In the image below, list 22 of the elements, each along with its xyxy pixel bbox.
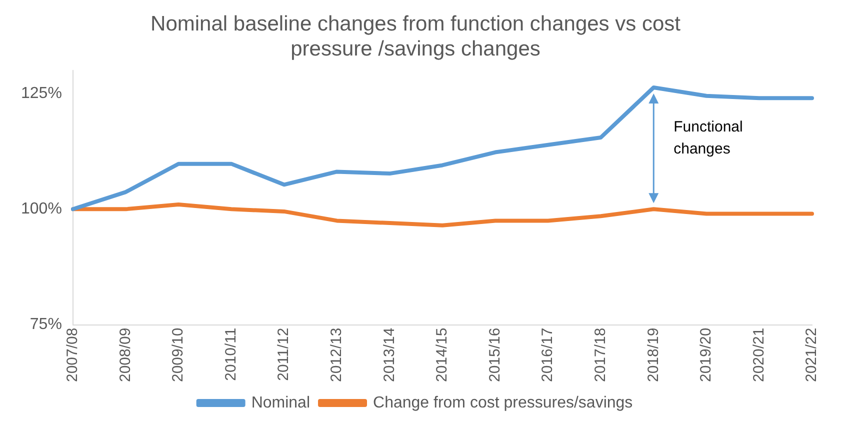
y-tick-label: 100% [21, 200, 62, 218]
x-tick-label: 2008/09 [116, 328, 134, 382]
x-tick-label: 2011/12 [275, 328, 292, 381]
x-tick-label: 2009/10 [170, 328, 187, 382]
x-tick-label: 2018/19 [644, 328, 662, 382]
y-tick-label: 75% [30, 316, 62, 334]
x-tick-label: 2020/21 [750, 328, 768, 382]
x-tick-label: 2012/13 [328, 328, 346, 382]
x-tick-label: 2014/15 [434, 328, 451, 382]
legend-label: Nominal [251, 394, 310, 412]
x-tick-label: 2013/14 [380, 328, 398, 382]
legend-label: Change from cost pressures/savings [373, 394, 633, 412]
x-tick-label: 2010/11 [222, 328, 240, 381]
x-tick-label: 2007/08 [64, 328, 82, 382]
annotation: Functional changes [674, 118, 743, 158]
x-tick-label: 2019/20 [698, 328, 715, 382]
x-tick-label: 2016/17 [539, 328, 556, 382]
x-tick-label: 2015/16 [486, 328, 504, 382]
x-tick-label: 2021/22 [803, 328, 820, 382]
chart-title: Nominal baseline changes from function changes vs cost pressure /savings changes [150, 12, 681, 61]
x-tick-label: 2017/18 [592, 328, 609, 382]
y-tick-label: 125% [21, 84, 62, 102]
